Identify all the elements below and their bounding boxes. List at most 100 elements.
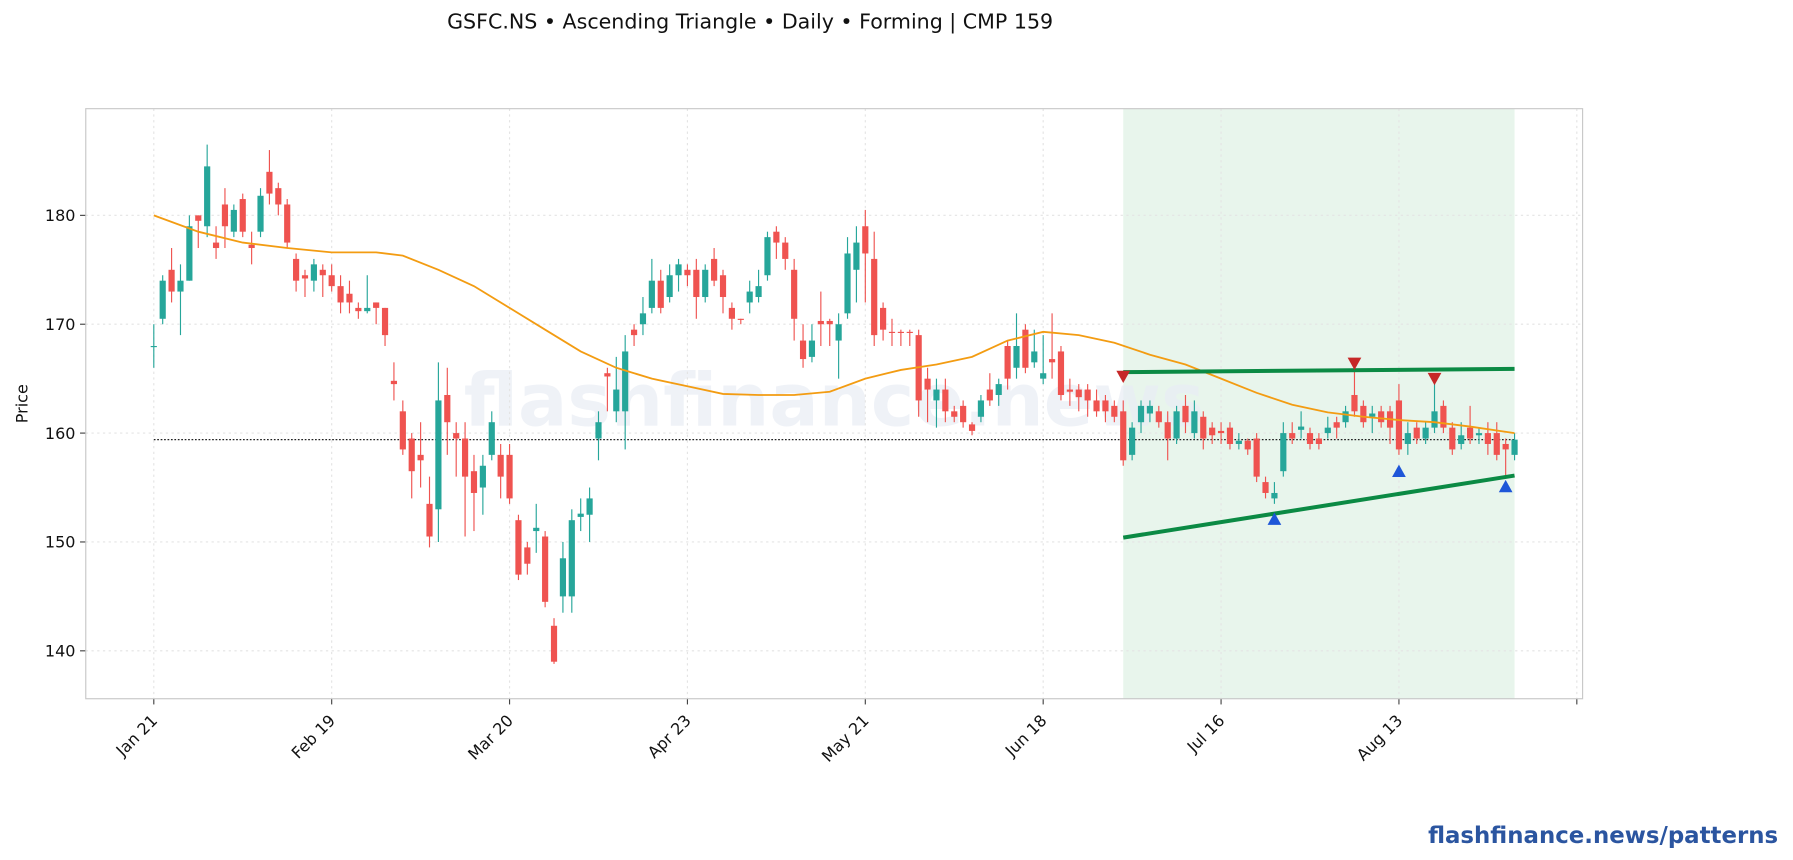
pivot-high-marker bbox=[1116, 370, 1131, 384]
candle-body bbox=[737, 318, 744, 320]
pivot-high-marker bbox=[1427, 372, 1442, 386]
candle-body bbox=[1413, 427, 1420, 439]
candle-body bbox=[461, 438, 469, 477]
candle-body bbox=[426, 503, 433, 537]
candle-body bbox=[1262, 482, 1269, 493]
candle-body bbox=[1031, 351, 1038, 363]
candle-body bbox=[542, 536, 549, 602]
candle-body bbox=[782, 242, 789, 259]
y-tick-label: 160 bbox=[45, 424, 76, 443]
candle-body bbox=[906, 331, 913, 333]
candle-body bbox=[808, 340, 816, 357]
pattern-zone bbox=[1123, 108, 1515, 699]
pattern-upper-line bbox=[1123, 366, 1515, 375]
candle-body bbox=[1048, 359, 1056, 363]
candle-body bbox=[897, 331, 904, 333]
candle-body bbox=[613, 389, 620, 412]
candle-body bbox=[1004, 346, 1011, 379]
candle-body bbox=[880, 307, 887, 330]
candle-body bbox=[1226, 427, 1234, 444]
pivot-high-marker bbox=[1347, 357, 1362, 370]
moving-average bbox=[153, 214, 1515, 434]
y-axis-label: Price bbox=[12, 384, 31, 423]
candle-body bbox=[488, 422, 495, 455]
candle-body bbox=[1360, 405, 1367, 423]
candle-body bbox=[230, 209, 237, 232]
candle-body bbox=[968, 424, 976, 431]
candle-body bbox=[1493, 433, 1500, 455]
candle-body bbox=[453, 433, 460, 439]
candle-body bbox=[826, 320, 833, 325]
candle-body bbox=[568, 520, 575, 597]
candle-body bbox=[559, 558, 567, 597]
candle-body bbox=[1271, 492, 1278, 499]
candle-body bbox=[212, 242, 220, 249]
candle-body bbox=[791, 269, 798, 319]
candle-body bbox=[630, 329, 638, 336]
candle-body bbox=[1191, 411, 1198, 434]
candle-body bbox=[275, 188, 282, 205]
candle-body bbox=[186, 226, 193, 281]
candle-body bbox=[204, 166, 211, 227]
candle-body bbox=[1093, 400, 1100, 412]
candle-body bbox=[1057, 351, 1065, 395]
candle-body bbox=[799, 340, 807, 360]
candle-body bbox=[684, 269, 691, 276]
candle-body bbox=[1511, 439, 1518, 455]
candle-body bbox=[1111, 405, 1118, 417]
candle-body bbox=[266, 171, 273, 194]
candle-body bbox=[1102, 400, 1109, 412]
candle-body bbox=[1306, 433, 1314, 444]
y-tick-label: 140 bbox=[45, 642, 76, 661]
candle-body bbox=[1253, 438, 1260, 477]
candle-body bbox=[533, 527, 540, 532]
candle-body bbox=[924, 378, 931, 390]
candle-body bbox=[586, 498, 593, 515]
candle-body bbox=[844, 253, 851, 314]
candle-body bbox=[675, 264, 682, 276]
candle-body bbox=[381, 307, 389, 336]
y-tick-label: 180 bbox=[45, 206, 76, 225]
candle-body bbox=[995, 384, 1002, 395]
candle-body bbox=[1155, 411, 1162, 423]
candle-body bbox=[159, 280, 166, 319]
candle-body bbox=[1502, 443, 1509, 450]
candle-body bbox=[933, 389, 940, 401]
candle-body bbox=[728, 307, 735, 319]
candle-body bbox=[1289, 433, 1296, 439]
candle-body bbox=[764, 237, 771, 276]
candle-body bbox=[657, 280, 664, 308]
candle-body bbox=[1280, 433, 1287, 472]
candle-body bbox=[746, 291, 753, 303]
candle-body bbox=[177, 280, 184, 292]
chart-title: GSFC.NS • Ascending Triangle • Daily • F… bbox=[447, 10, 1053, 35]
candle-body bbox=[301, 275, 309, 279]
candle-body bbox=[1200, 416, 1207, 439]
candle-body bbox=[399, 411, 406, 450]
candle-body bbox=[622, 351, 629, 412]
candle-body bbox=[364, 307, 371, 312]
candle-body bbox=[319, 269, 326, 276]
candle-body bbox=[1244, 440, 1251, 450]
candle-body bbox=[1013, 346, 1020, 368]
candle-body bbox=[639, 313, 647, 325]
pattern-lower-line bbox=[1122, 473, 1515, 540]
candle-body bbox=[888, 331, 896, 333]
candle-body bbox=[755, 286, 762, 298]
candle-body bbox=[1467, 427, 1474, 439]
candle-body bbox=[577, 513, 584, 517]
candle-body bbox=[719, 275, 727, 298]
candle-body bbox=[248, 244, 255, 249]
candle-body bbox=[195, 215, 202, 221]
candle-body bbox=[666, 275, 673, 298]
candle-body bbox=[1235, 440, 1242, 444]
candle-body bbox=[257, 195, 264, 232]
candle-body bbox=[711, 258, 718, 281]
candle-body bbox=[853, 242, 860, 270]
candle-body bbox=[817, 320, 824, 325]
y-tick-label: 170 bbox=[45, 315, 76, 334]
candle-body bbox=[408, 438, 415, 472]
